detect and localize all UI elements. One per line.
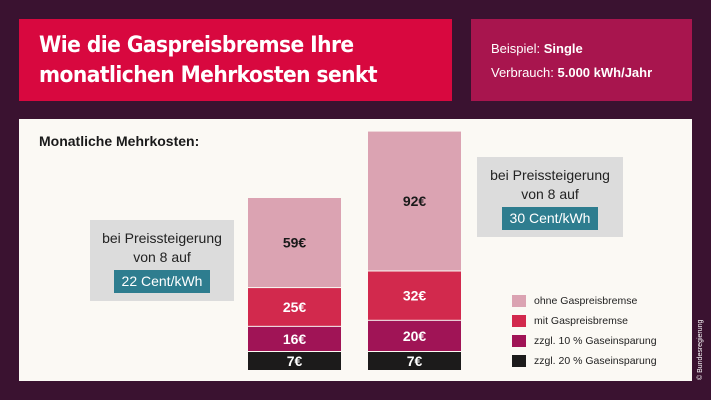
legend-item-zzgl-10-pct-gaseinsparung: zzgl. 10 % Gaseinsparung [512,331,657,350]
value-label-ohne-gaspreisbremse-2: 92€ [403,193,427,209]
bar-zzgl-10-pct-gaseinsparung-2 [368,320,461,351]
callout-30-price: 30 Cent/kWh [501,207,599,230]
stacked-bar-chart: 7€ 16€ 25€ 59€ 7€ 20€ 32€ 92€ [248,131,461,370]
bar-ohne-gaspreisbremse-1 [248,198,341,288]
bar-mit-gaspreisbremse-1 [248,288,341,326]
legend-item-ohne-gaspreisbremse: ohne Gaspreisbremse [512,291,657,310]
callout-22-line2: von 8 auf [133,249,191,265]
chart-title: Monatliche Mehrkosten: [39,133,200,149]
bar-mit-gaspreisbremse-2 [368,271,461,320]
value-label-mit-gaspreisbremse-1: 25€ [283,299,307,315]
example-value: Single [543,41,583,56]
callout-22-price: 22 Cent/kWh [113,270,211,293]
callout-30-cent: bei Preissteigerung von 8 auf 30 Cent/kW… [477,157,623,237]
legend-item-zzgl-20-pct-gaseinsparung: zzgl. 20 % Gaseinsparung [512,351,657,370]
callout-22-cent: bei Preissteigerung von 8 auf 22 Cent/kW… [90,220,234,301]
value-label-ohne-gaspreisbremse-1: 59€ [283,235,307,251]
chart-legend: ohne Gaspreisbremse mit Gaspreisbremse zzg… [512,291,657,371]
legend-item-mit-gaspreisbremse: mit Gaspreisbremse [512,311,657,330]
title-box: Wie die Gaspreisbremse Ihre monatlichen … [19,19,452,101]
consumption-value: 5.000 kWh/Jahr [557,65,653,80]
value-label-zzgl-20-pct-gaseinsparung-2: 7€ [407,353,423,369]
legend-label-ohne-gaspreisbremse: ohne Gaspreisbremse [534,294,638,307]
value-label-mit-gaspreisbremse-2: 32€ [403,288,427,304]
copyright-credit: © Bundesregierung [697,319,704,380]
chart-panel: 7€ 16€ 25€ 59€ 7€ 20€ 32€ 92€ Monatliche Mehrko… [19,119,692,381]
bar-zzgl-10-pct-gaseinsparung-1 [248,326,341,351]
bar-ohne-gaspreisbremse-2 [368,131,461,271]
legend-swatch-zzgl-10-pct-gaseinsparung [512,334,526,347]
legend-swatch-zzgl-20-pct-gaseinsparung [512,354,526,367]
value-label-zzgl-10-pct-gaseinsparung-2: 20€ [403,328,427,344]
legend-swatch-mit-gaspreisbremse [512,314,526,327]
legend-swatch-ohne-gaspreisbremse [512,294,526,307]
consumption-label: Verbrauch: [491,65,554,80]
bar-zzgl-20-pct-gaseinsparung-2 [368,352,461,370]
callout-30-line2: von 8 auf [521,186,579,202]
legend-label-zzgl-20-pct-gaseinsparung: zzgl. 20 % Gaseinsparung [534,354,657,367]
bar-zzgl-20-pct-gaseinsparung-1 [248,352,341,370]
callout-22-line1: bei Preissteigerung [102,230,222,246]
title-line-1: Wie die Gaspreisbremse Ihre [39,33,354,58]
example-label: Beispiel: [491,41,541,56]
value-label-zzgl-10-pct-gaseinsparung-1: 16€ [283,331,307,347]
callout-30-line1: bei Preissteigerung [490,167,610,183]
example-info-box: Beispiel: Single Verbrauch: 5.000 kWh/Ja… [471,19,692,101]
legend-label-zzgl-10-pct-gaseinsparung: zzgl. 10 % Gaseinsparung [534,334,657,347]
title-line-2: monatlichen Mehrkosten senkt [39,63,378,88]
consumption-row: Verbrauch: 5.000 kWh/Jahr [491,61,692,85]
value-label-zzgl-20-pct-gaseinsparung-1: 7€ [287,353,303,369]
example-row: Beispiel: Single [491,37,692,61]
legend-label-mit-gaspreisbremse: mit Gaspreisbremse [534,314,628,327]
